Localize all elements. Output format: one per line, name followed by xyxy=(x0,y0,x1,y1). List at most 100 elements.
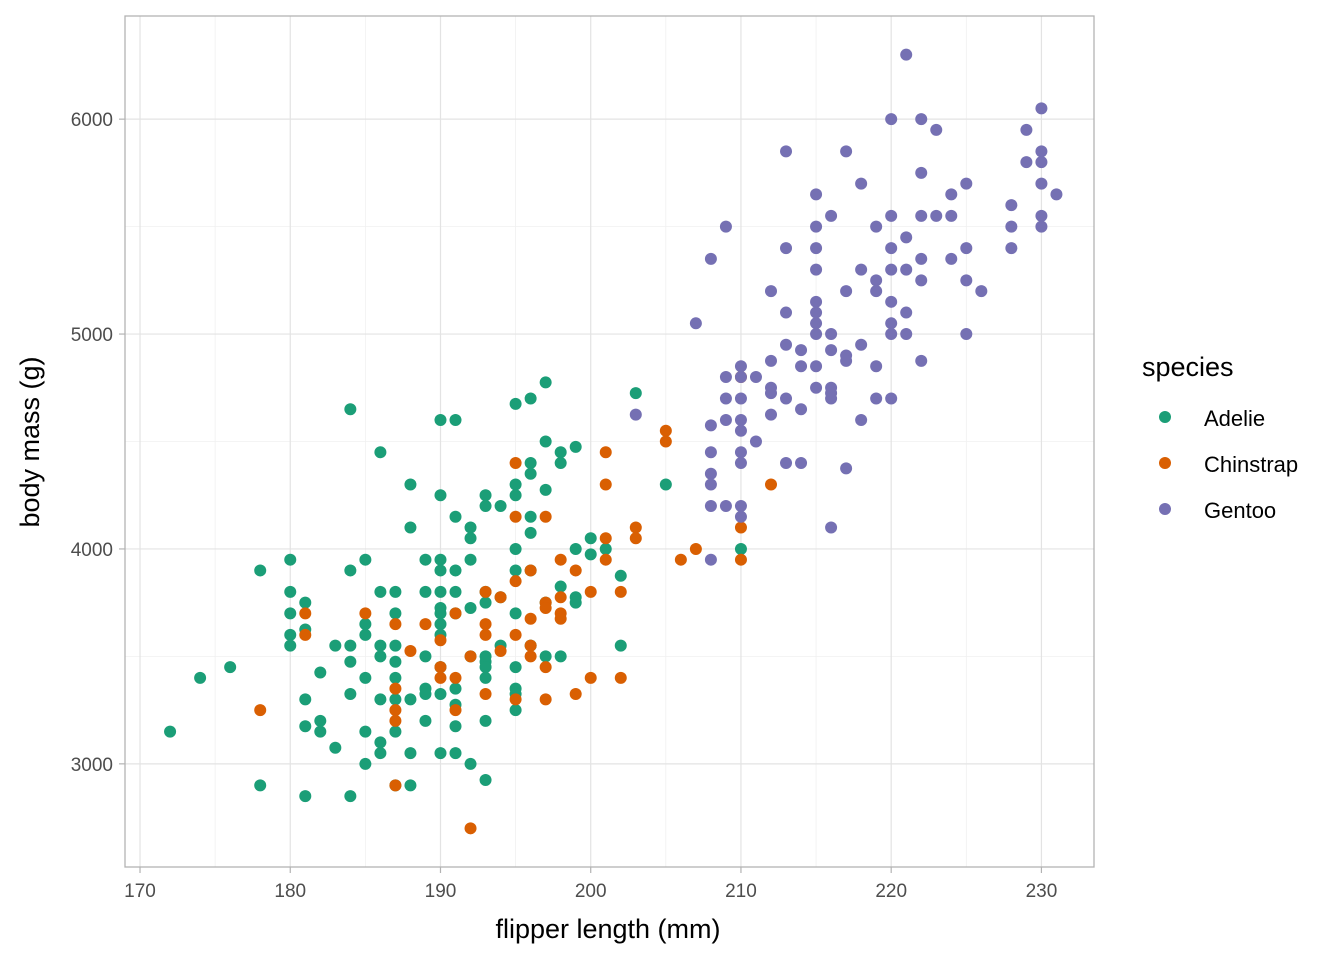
data-point-gentoo xyxy=(1035,156,1048,169)
data-point-adelie xyxy=(359,757,372,770)
data-point-chinstrap xyxy=(689,542,702,555)
data-point-gentoo xyxy=(734,510,747,523)
data-point-gentoo xyxy=(704,478,717,491)
data-point-gentoo xyxy=(915,354,928,367)
data-point-adelie xyxy=(389,725,402,738)
legend-key-chinstrap xyxy=(1159,457,1171,469)
data-point-adelie xyxy=(434,688,447,701)
data-point-chinstrap xyxy=(524,564,537,577)
data-point-adelie xyxy=(434,414,447,427)
data-point-gentoo xyxy=(810,360,823,373)
data-point-adelie xyxy=(539,483,552,496)
data-point-adelie xyxy=(554,580,567,593)
data-point-adelie xyxy=(344,790,357,803)
data-point-gentoo xyxy=(855,263,868,276)
minor-gridlines xyxy=(125,16,1094,867)
data-point-adelie xyxy=(404,521,417,534)
data-point-gentoo xyxy=(825,392,838,405)
data-point-adelie xyxy=(494,499,507,512)
data-point-chinstrap xyxy=(765,478,777,491)
data-point-gentoo xyxy=(885,113,898,126)
data-point-adelie xyxy=(344,688,357,701)
data-point-gentoo xyxy=(900,48,913,61)
data-point-gentoo xyxy=(900,231,913,244)
data-point-adelie xyxy=(524,526,537,539)
data-point-adelie xyxy=(404,478,417,491)
data-point-chinstrap xyxy=(494,591,507,604)
data-point-chinstrap xyxy=(554,591,567,604)
data-point-gentoo xyxy=(719,392,732,405)
data-point-gentoo xyxy=(810,242,823,255)
data-point-adelie xyxy=(464,521,477,534)
data-point-adelie xyxy=(569,596,582,609)
data-point-chinstrap xyxy=(404,645,417,658)
data-point-adelie xyxy=(419,585,432,598)
data-point-gentoo xyxy=(765,354,777,367)
data-point-adelie xyxy=(389,585,402,598)
data-point-adelie xyxy=(449,682,462,695)
data-point-gentoo xyxy=(960,274,973,287)
data-point-adelie xyxy=(539,435,552,448)
data-point-adelie xyxy=(404,747,417,760)
x-axis-ticks: 170 180 190 200 210 220 230 xyxy=(124,867,1057,902)
data-point-gentoo xyxy=(825,209,838,222)
data-point-gentoo xyxy=(870,220,883,233)
data-point-adelie xyxy=(359,618,372,631)
data-point-chinstrap xyxy=(509,456,522,469)
data-point-gentoo xyxy=(749,435,762,448)
data-point-chinstrap xyxy=(464,650,477,663)
data-point-gentoo xyxy=(795,360,808,373)
data-point-gentoo xyxy=(810,381,823,394)
data-point-adelie xyxy=(224,661,237,674)
data-point-adelie xyxy=(659,478,672,491)
data-point-gentoo xyxy=(885,242,898,255)
data-point-gentoo xyxy=(840,354,853,367)
data-point-chinstrap xyxy=(734,553,747,566)
data-point-gentoo xyxy=(780,145,793,158)
legend-label-chinstrap: Chinstrap xyxy=(1204,452,1298,477)
data-point-chinstrap xyxy=(464,822,477,835)
data-point-gentoo xyxy=(780,306,793,319)
data-point-chinstrap xyxy=(539,602,552,615)
data-point-adelie xyxy=(374,693,387,706)
data-point-gentoo xyxy=(900,263,913,276)
data-point-adelie xyxy=(464,532,477,545)
data-point-adelie xyxy=(434,489,447,502)
data-point-adelie xyxy=(524,456,537,469)
data-point-adelie xyxy=(509,397,522,410)
data-point-adelie xyxy=(479,773,492,786)
y-tick-label: 5000 xyxy=(71,325,113,346)
data-point-gentoo xyxy=(719,371,732,384)
data-point-adelie xyxy=(464,757,477,770)
data-point-gentoo xyxy=(734,424,747,437)
data-point-gentoo xyxy=(825,328,838,341)
data-point-adelie xyxy=(194,671,207,684)
data-point-gentoo xyxy=(810,328,823,341)
data-point-adelie xyxy=(299,596,312,609)
data-point-gentoo xyxy=(749,371,762,384)
data-point-gentoo xyxy=(1050,188,1063,201)
data-point-adelie xyxy=(359,725,372,738)
data-point-chinstrap xyxy=(479,618,492,631)
data-point-adelie xyxy=(614,639,627,652)
data-point-gentoo xyxy=(1035,145,1048,158)
data-point-chinstrap xyxy=(359,607,372,620)
data-point-adelie xyxy=(584,532,597,545)
y-axis-title: body mass (g) xyxy=(15,356,45,527)
data-point-chinstrap xyxy=(584,585,597,598)
data-point-gentoo xyxy=(734,414,747,427)
data-point-gentoo xyxy=(719,414,732,427)
data-point-gentoo xyxy=(885,317,898,330)
data-point-chinstrap xyxy=(599,478,612,491)
data-point-adelie xyxy=(389,639,402,652)
data-point-gentoo xyxy=(915,252,928,265)
data-point-chinstrap xyxy=(524,612,537,625)
data-point-gentoo xyxy=(719,220,732,233)
data-point-chinstrap xyxy=(494,645,507,658)
y-axis-ticks: 3000 4000 5000 6000 xyxy=(71,110,125,776)
data-point-gentoo xyxy=(840,145,853,158)
data-point-gentoo xyxy=(855,414,868,427)
x-tick-label: 200 xyxy=(575,881,607,902)
data-point-gentoo xyxy=(1035,177,1048,190)
